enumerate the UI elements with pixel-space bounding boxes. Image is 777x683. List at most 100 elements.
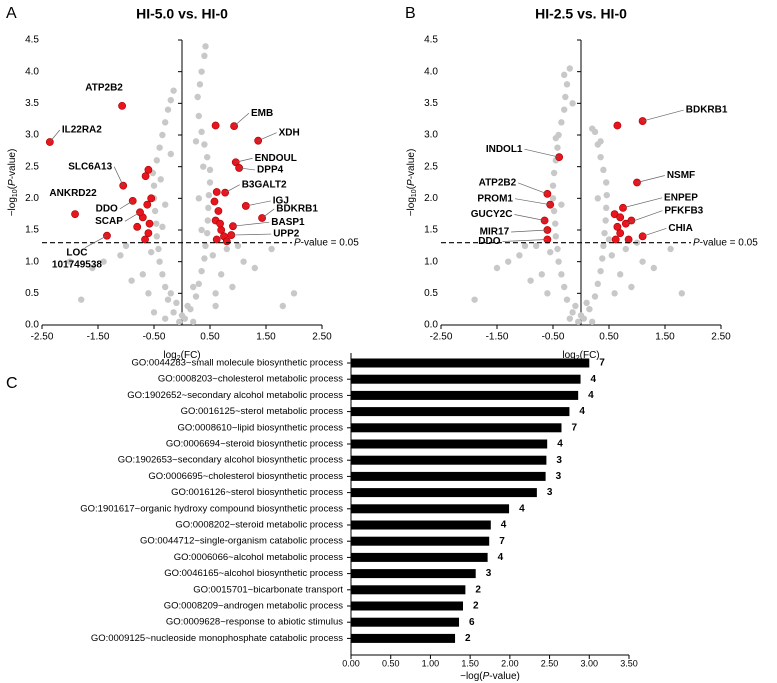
- highlight-point: [71, 210, 79, 219]
- point: [173, 299, 180, 307]
- panel-letter: B: [405, 5, 416, 22]
- highlight-point: [147, 194, 156, 203]
- point: [198, 226, 205, 234]
- y-tick-label: 2.5: [424, 161, 438, 172]
- point: [628, 283, 635, 291]
- bar: [351, 617, 460, 627]
- point: [170, 87, 177, 94]
- axis-title: log2(FC): [163, 350, 200, 363]
- axis-title-part: log: [163, 350, 176, 361]
- point: [558, 201, 565, 208]
- point: [198, 68, 205, 75]
- point: [192, 293, 200, 300]
- gene-label: MIR17: [480, 227, 510, 238]
- category-label: GO:0046165~alcohol biosynthetic process: [164, 568, 343, 579]
- bar: [351, 407, 570, 417]
- point: [204, 153, 211, 161]
- axis-title: −log(P-value): [460, 671, 520, 682]
- highlight-point: [611, 235, 620, 244]
- panel-letter: C: [6, 375, 18, 392]
- x-tick-label: -1.50: [87, 332, 110, 343]
- highlight-point: [616, 213, 625, 222]
- leader-line: [239, 167, 256, 171]
- point: [206, 166, 214, 174]
- point: [569, 309, 576, 316]
- point: [552, 134, 559, 142]
- point: [209, 252, 216, 259]
- point: [639, 258, 646, 265]
- point: [192, 138, 200, 145]
- x-tick-label: -0.50: [542, 332, 565, 343]
- point: [178, 312, 186, 319]
- leader-line: [258, 132, 277, 142]
- category-label: GO:1902653~secondary alcohol biosyntheti…: [118, 455, 343, 466]
- point: [204, 217, 211, 224]
- gene-label: XDH: [279, 127, 300, 138]
- point: [597, 153, 604, 161]
- leader-line: [514, 214, 545, 221]
- gene-count-label: 4: [498, 552, 504, 563]
- highlight-point: [212, 188, 221, 196]
- point: [151, 207, 159, 215]
- bar: [351, 455, 547, 465]
- highlight-point: [616, 229, 625, 238]
- point: [533, 242, 540, 250]
- y-tick-label: 0.5: [424, 288, 438, 299]
- y-tick-label: 3.0: [424, 130, 438, 141]
- point: [575, 318, 582, 326]
- point: [164, 106, 172, 113]
- point: [650, 264, 657, 272]
- point: [599, 255, 606, 262]
- leader-line: [84, 235, 108, 249]
- bar: [351, 601, 463, 611]
- point: [251, 264, 258, 272]
- point: [150, 182, 158, 189]
- point: [89, 264, 96, 272]
- point: [198, 128, 205, 136]
- bar: [351, 439, 548, 449]
- point: [589, 125, 596, 132]
- highlight-point: [143, 200, 152, 209]
- bar: [351, 358, 590, 368]
- category-label: GO:0044283~small molecule biosynthetic p…: [132, 358, 344, 369]
- point: [202, 242, 209, 250]
- chart-title: HI-5.0 vs. HI-0: [136, 6, 228, 22]
- x-tick-label: 0.00: [342, 658, 360, 668]
- x-tick-label: -2.50: [430, 332, 453, 343]
- leader-line: [231, 233, 272, 236]
- gene-count-label: 3: [547, 487, 553, 498]
- point: [561, 106, 568, 113]
- highlight-point: [145, 219, 154, 228]
- point: [194, 93, 201, 101]
- axis-title-part: P: [693, 237, 700, 248]
- point: [605, 236, 613, 243]
- point: [162, 315, 169, 322]
- highlight-point: [144, 165, 153, 174]
- category-label: GO:0016126~sterol biosynthetic process: [171, 487, 343, 498]
- gene-count-label: 7: [599, 358, 605, 369]
- point: [591, 293, 599, 300]
- panel-letter: A: [6, 5, 17, 22]
- point: [167, 150, 174, 158]
- highlight-point: [613, 222, 622, 231]
- axis-title-part: -value): [7, 149, 18, 180]
- point: [527, 277, 534, 284]
- point: [78, 296, 85, 303]
- gene-label: INDOL1: [486, 144, 523, 155]
- bar: [351, 633, 456, 643]
- highlight-point: [214, 207, 223, 215]
- point: [572, 302, 579, 310]
- leader-line: [625, 210, 663, 224]
- point: [555, 258, 562, 265]
- y-tick-label: 4.0: [424, 66, 438, 77]
- point: [505, 258, 512, 265]
- x-tick-label: 2.50: [312, 332, 332, 343]
- point: [196, 81, 204, 88]
- point: [157, 176, 164, 183]
- bar: [351, 569, 476, 579]
- gene-count-label: 4: [588, 390, 594, 401]
- bar: [351, 520, 491, 530]
- gene-count-label: 3: [556, 455, 562, 466]
- x-tick-label: -2.50: [31, 332, 54, 343]
